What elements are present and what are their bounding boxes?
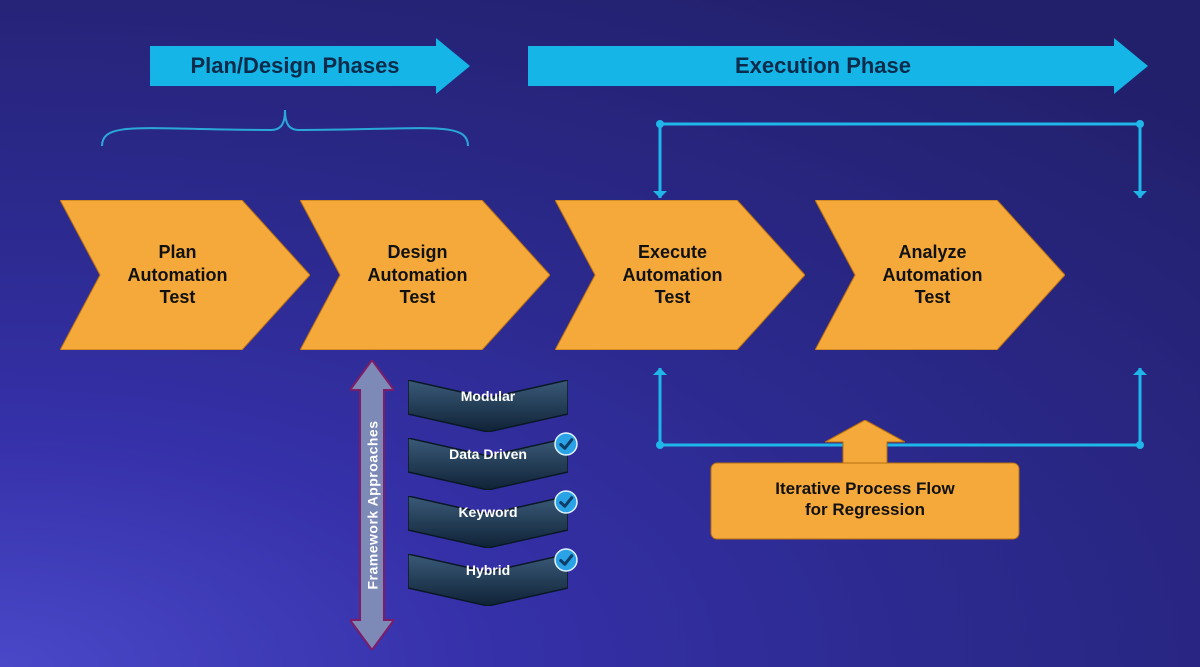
phase-arrow-execution: Execution Phase — [528, 38, 1148, 94]
step-label: Plan Automation Test — [115, 200, 240, 350]
phase-label-text: Execution Phase — [735, 53, 911, 79]
check-icon — [554, 490, 578, 514]
framework-item-label: Hybrid — [408, 562, 568, 578]
phase-arrow-plan-design: Plan/Design Phases — [150, 38, 470, 94]
step-line1: Design — [387, 241, 447, 264]
framework-item-hybrid: Hybrid — [408, 554, 568, 606]
framework-approaches-label: Framework Approaches — [350, 400, 394, 610]
step-line2: Automation — [368, 264, 468, 287]
iterative-line1: Iterative Process Flow — [710, 478, 1020, 499]
framework-item-label: Modular — [408, 388, 568, 404]
check-icon — [554, 548, 578, 572]
step-line2: Automation — [623, 264, 723, 287]
step-line1: Execute — [638, 241, 707, 264]
step-analyze: Analyze Automation Test — [815, 200, 1065, 350]
step-label: Analyze Automation Test — [870, 200, 995, 350]
step-label: Execute Automation Test — [610, 200, 735, 350]
framework-item-label: Data Driven — [408, 446, 568, 462]
iterative-line2: for Regression — [710, 499, 1020, 520]
step-line1: Plan — [158, 241, 196, 264]
step-label: Design Automation Test — [355, 200, 480, 350]
step-plan: Plan Automation Test — [60, 200, 310, 350]
phase-label-execution: Execution Phase — [528, 44, 1118, 88]
phase-label-plan-design: Plan/Design Phases — [150, 44, 440, 88]
iterative-process-box: Iterative Process Flow for Regression — [710, 462, 1020, 540]
step-line2: Automation — [128, 264, 228, 287]
step-execute: Execute Automation Test — [555, 200, 805, 350]
step-line2: Automation — [883, 264, 983, 287]
phase-label-text: Plan/Design Phases — [190, 53, 399, 79]
iterative-up-arrow — [825, 420, 905, 464]
framework-item-modular: Modular — [408, 380, 568, 432]
framework-approaches-arrow: Framework Approaches — [350, 360, 394, 650]
step-line1: Analyze — [898, 241, 966, 264]
step-line3: Test — [655, 286, 691, 309]
step-design: Design Automation Test — [300, 200, 550, 350]
step-line3: Test — [915, 286, 951, 309]
framework-item-data-driven: Data Driven — [408, 438, 568, 490]
framework-item-label: Keyword — [408, 504, 568, 520]
brace-connector — [100, 108, 470, 148]
step-line3: Test — [400, 286, 436, 309]
framework-approaches-text: Framework Approaches — [364, 421, 380, 590]
step-line3: Test — [160, 286, 196, 309]
check-icon — [554, 432, 578, 456]
framework-item-keyword: Keyword — [408, 496, 568, 548]
